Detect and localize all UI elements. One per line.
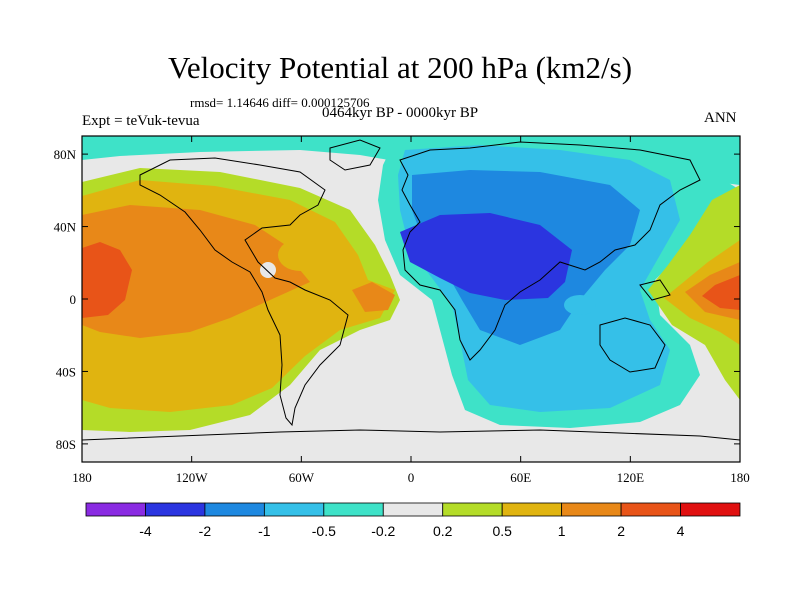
season-label: ANN [704,110,737,126]
colorbar-swatch [323,502,384,517]
experiment-label: Expt = teVuk-tevua [82,113,200,129]
region-neutral-south [82,432,740,462]
y-tick-label: 80N [54,147,77,162]
x-tick-label: 120E [617,470,645,485]
region-pos-2 [82,242,132,318]
maritime-continent-coast [639,279,671,301]
australia-coast [599,317,666,373]
y-tick-label: 40N [54,220,77,235]
colorbar-label: 0.5 [492,523,512,539]
y-tick-label: 0 [70,292,77,307]
colorbar-label: -0.5 [312,523,336,539]
colorbar-swatch [145,502,206,517]
region-neg-2 [400,213,572,300]
colorbar-label: 2 [617,523,625,539]
colorbar-swatch [501,502,563,517]
colorbar-label: -1 [258,523,271,539]
period-label: 0464kyr BP - 0000kyr BP [322,105,479,121]
colorbar-label: -4 [139,523,152,539]
colorbar-label: -0.2 [371,523,395,539]
coastlines [82,139,740,441]
colorbar-label: -2 [199,523,212,539]
x-axis: 180 120W 60W 0 60E 120E 180 [72,136,750,485]
colorbar-label: 0.2 [433,523,453,539]
x-tick-label: 60W [289,470,315,485]
colorbar-swatch [680,502,741,517]
x-tick-label: 60E [510,470,531,485]
region-pos-05-caribbean [278,239,322,271]
y-tick-label: 80S [56,437,76,452]
x-tick-label: 0 [408,470,415,485]
eurasia-africa-coast [399,141,701,361]
antarctica-coast [82,429,740,441]
region-pos-2-east [702,275,740,310]
y-axis: 80N 40N 0 40S 80S [54,147,740,452]
y-tick-label: 40S [56,364,76,379]
americas-coast [139,157,349,427]
colorbar-swatch [263,502,325,517]
colorbar: -4 -2 -1 -0.5 -0.2 0.2 0.5 1 2 4 [85,502,741,539]
x-tick-label: 180 [730,470,750,485]
colorbar-swatch [85,502,146,517]
colorbar-swatch [442,502,503,517]
stats-label: rmsd= 1.14646 diff= 0.000125706 [190,95,370,110]
region-pos-1 [82,205,310,338]
colorbar-label: 1 [558,523,566,539]
region-neg-05-island [564,295,596,315]
x-tick-label: 180 [72,470,92,485]
colorbar-swatch [382,502,444,517]
colorbar-swatch [204,502,265,517]
colorbar-swatch [620,502,681,517]
greenland-coast [329,139,381,171]
contour-field [82,136,740,462]
region-neutral-caribbean [260,262,276,278]
chart-title: Velocity Potential at 200 hPa (km2/s) [167,50,633,85]
colorbar-swatch [561,502,622,517]
region-pos-1-atlantic [352,282,395,312]
colorbar-label: 4 [677,523,685,539]
x-tick-label: 120W [176,470,209,485]
